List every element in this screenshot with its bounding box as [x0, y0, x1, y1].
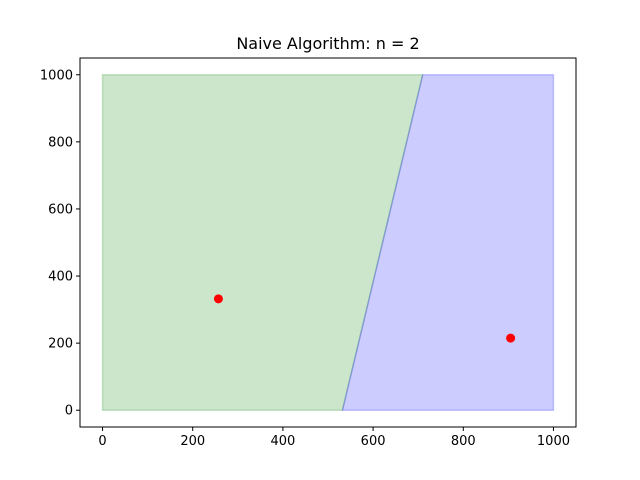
- y-axis: 0 200 400 600 800 1000: [40, 68, 80, 419]
- chart-title: Naive Algorithm: n = 2: [236, 34, 419, 53]
- region-0: [101, 74, 424, 411]
- x-tick-label: 600: [361, 434, 386, 449]
- y-tick-label: 1000: [40, 68, 73, 83]
- y-tick-label: 800: [48, 135, 73, 150]
- y-tick-label: 400: [48, 270, 73, 285]
- x-tick-label: 1000: [537, 434, 570, 449]
- x-tick-label: 200: [180, 434, 205, 449]
- x-tick-label: 800: [451, 434, 476, 449]
- region-1: [341, 74, 555, 411]
- plot-frame: [79, 57, 577, 428]
- data-point-0: [213, 294, 223, 304]
- y-tick-label: 0: [65, 404, 73, 419]
- y-tick-label: 200: [48, 337, 73, 352]
- data-point-1: [506, 333, 516, 343]
- regions-layer: [101, 74, 555, 411]
- points-layer: [213, 294, 516, 343]
- x-tick-label: 0: [98, 434, 106, 449]
- y-tick-label: 600: [48, 202, 73, 217]
- x-axis: 0 200 400 600 800 1000: [98, 427, 570, 449]
- x-tick-label: 400: [270, 434, 295, 449]
